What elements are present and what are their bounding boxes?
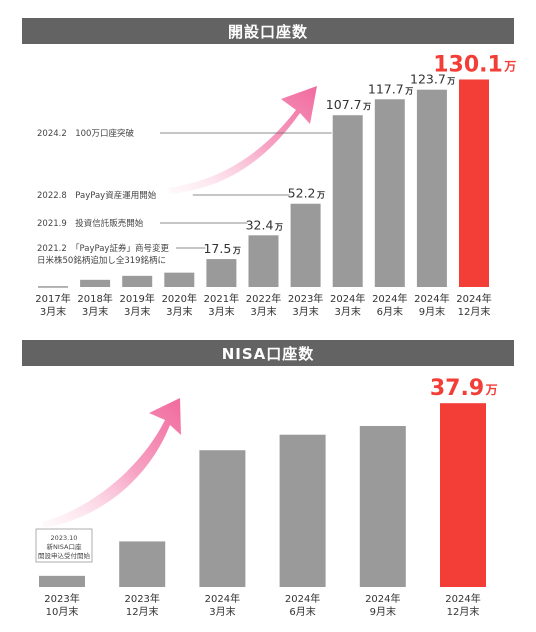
chart2-data-label: 37.9	[430, 376, 484, 401]
chart1-unit-label: 万	[404, 86, 413, 95]
chart2-bar	[440, 403, 486, 587]
annotation-text: 2023.10	[51, 534, 78, 542]
chart1-tick-label: 6月末	[377, 305, 403, 318]
annotation-text: 2021.2 「PayPay証券」商号変更	[37, 243, 169, 254]
chart1-bar	[290, 203, 321, 287]
chart1-tick-label: 2018年	[77, 292, 112, 305]
chart1-tick-label: 3月末	[166, 305, 192, 318]
chart2-tick-label: 3月末	[209, 605, 235, 618]
chart2-bar	[199, 450, 246, 587]
annotation-text: 2024.2 100万口座突破	[37, 128, 134, 139]
annotation-text: 新NISA口座	[47, 542, 82, 551]
chart2-tick-label: 2023年	[44, 592, 79, 605]
chart2-tick-label: 2023年	[124, 592, 159, 605]
chart1-data-label: 130.1	[433, 52, 503, 77]
chart1-tick-label: 2017年	[35, 292, 70, 305]
chart2-tick-label: 12月末	[447, 605, 480, 618]
chart1-bar	[459, 79, 489, 287]
chart2-bar	[359, 425, 406, 587]
chart1-tick-label: 2024年	[414, 292, 449, 305]
chart2-tick-label: 12月末	[126, 605, 159, 618]
chart1-tick-label: 3月末	[208, 305, 234, 318]
chart1-tick-label: 2022年	[246, 292, 281, 305]
chart1-unit-label: 万	[446, 77, 455, 86]
chart2-title: NISA口座数	[22, 340, 514, 366]
chart2-tick-label: 2024年	[285, 592, 320, 605]
annotation-box	[35, 528, 93, 563]
chart2-tick-label: 10月末	[46, 605, 79, 618]
chart1-tick-label: 2024年	[330, 292, 365, 305]
chart1-tick-label: 3月末	[250, 305, 276, 318]
chart1-data-label: 123.7	[410, 72, 446, 87]
chart1-tick-label: 2024年	[372, 292, 407, 305]
chart2-tick-label: 2024年	[365, 592, 400, 605]
chart1-tick-label: 2023年	[288, 292, 323, 305]
chart1-bar	[332, 115, 363, 287]
chart1-unit-label: 万	[232, 246, 241, 255]
chart1-bar	[38, 286, 68, 288]
chart1-tick-label: 3月末	[292, 305, 318, 318]
chart1-bar	[374, 99, 405, 288]
chart1-bar	[248, 235, 279, 287]
chart1-bar	[206, 259, 237, 287]
chart1-unit-label: 万	[274, 222, 283, 231]
chart1-unit-label: 万	[316, 191, 325, 200]
chart2-bar	[39, 575, 85, 587]
chart1-data-label: 117.7	[368, 81, 404, 96]
chart1-data-label: 52.2	[288, 186, 316, 201]
chart2-tick-label: 2024年	[445, 592, 480, 605]
chart2-bar	[119, 541, 166, 587]
chart2-unit-label: 万	[485, 383, 498, 397]
growth-arrow	[168, 86, 317, 194]
chart1-tick-label: 3月末	[82, 305, 108, 318]
chart1-bar	[122, 275, 153, 287]
chart1-tick-label: 12月末	[458, 305, 491, 318]
growth-arrow	[42, 398, 181, 528]
chart1-tick-label: 2019年	[119, 292, 154, 305]
chart1-tick-label: 2020年	[162, 292, 197, 305]
chart2-tick-label: 6月末	[289, 605, 315, 618]
chart1-data-label: 17.5	[203, 241, 231, 256]
chart1-bar	[80, 279, 111, 287]
annotation-text: 開設申込受付開始	[38, 551, 91, 560]
chart1-tick-label: 2021年	[204, 292, 239, 305]
chart1-tick-label: 3月末	[335, 305, 361, 318]
chart1-data-label: 32.4	[246, 217, 274, 232]
chart2-bar	[279, 434, 326, 587]
chart1-tick-label: 9月末	[419, 305, 445, 318]
chart2-tick-label: 2024年	[205, 592, 240, 605]
chart2-tick-label: 9月末	[370, 605, 396, 618]
chart1-tick-label: 2024年	[456, 292, 491, 305]
chart1-title: 開設口座数	[22, 18, 514, 44]
chart1-tick-label: 3月末	[40, 305, 66, 318]
chart1-bar	[416, 89, 447, 287]
annotation-text: 2022.8 PayPay資産運用開始	[37, 190, 157, 201]
chart1-data-label: 107.7	[326, 97, 362, 112]
chart1-unit-label: 万	[503, 59, 516, 73]
chart1-bar	[164, 272, 195, 287]
chart1-tick-label: 3月末	[124, 305, 150, 318]
chart1-unit-label: 万	[362, 102, 371, 111]
annotation-text: 2021.9 投資信託販売開始	[37, 218, 144, 229]
annotation-text: 日米株50銘柄追加し全319銘柄に	[37, 255, 166, 266]
